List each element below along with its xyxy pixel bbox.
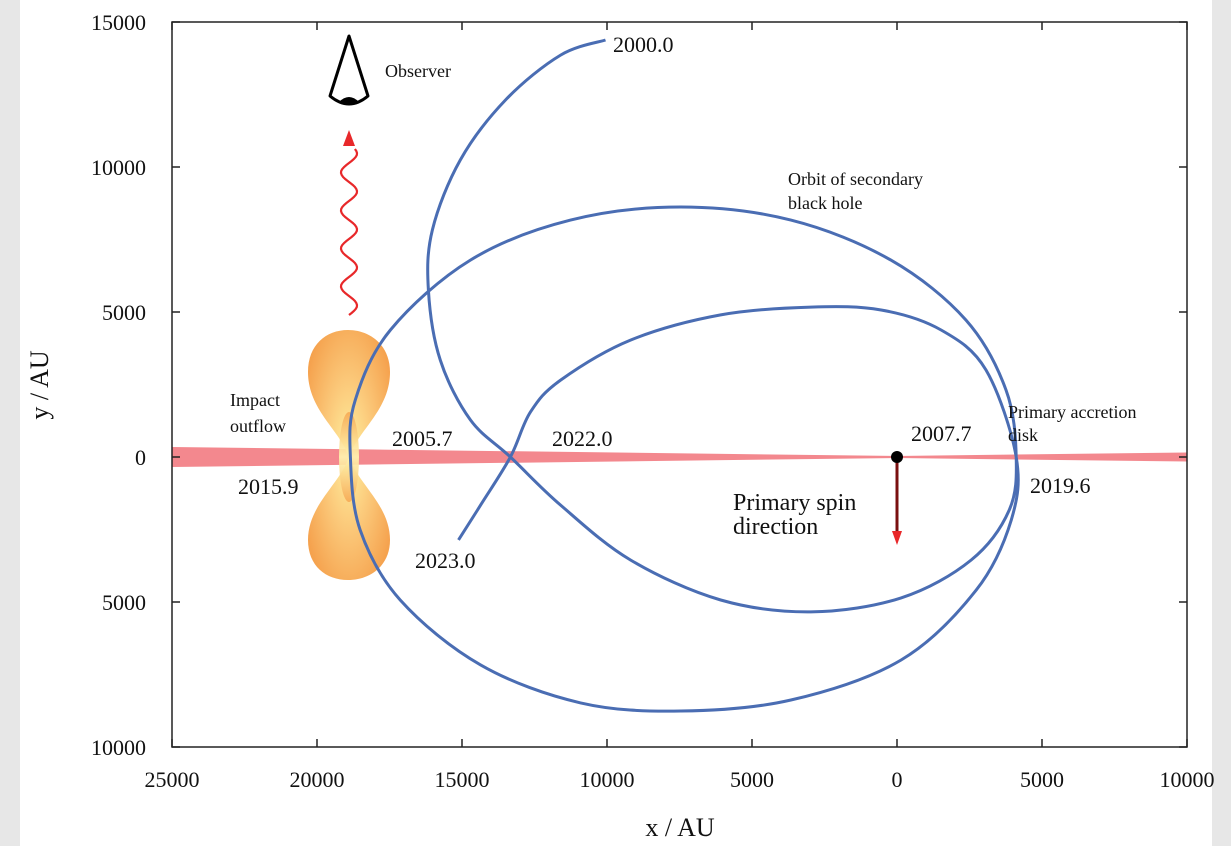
x-tick-label: 5000	[1020, 767, 1064, 792]
x-axis-label: x / AU	[645, 813, 715, 842]
y-axis-label: y / AU	[25, 350, 54, 420]
annotation: Primary accretion	[1008, 402, 1136, 422]
annotation: direction	[733, 514, 818, 540]
x-tick-label: 15000	[435, 767, 490, 792]
x-tick-label: 0	[892, 767, 903, 792]
y-tick-label: 5000	[102, 300, 146, 325]
y-tick-label: 10000	[91, 735, 146, 760]
photon-arrowhead	[343, 130, 355, 146]
annotation: disk	[1008, 425, 1038, 445]
y-tick-label: 0	[135, 445, 146, 470]
annotation: Primary spin	[733, 490, 856, 516]
accretion-disk	[896, 452, 1187, 462]
orbit-line	[348, 38, 1020, 713]
annotation: 2005.7	[392, 426, 453, 451]
annotation: Observer	[385, 61, 451, 81]
x-tick-label: 5000	[730, 767, 774, 792]
annotation: 2019.6	[1030, 473, 1091, 498]
x-tick-label: 25000	[145, 767, 200, 792]
annotation: Orbit of secondary	[788, 169, 923, 189]
annotation: 2022.0	[552, 426, 613, 451]
plot-area: 25000 20000 15000 10000 5000 0 5000 10000 15000 1…	[91, 10, 1215, 792]
annotation: 2015.9	[238, 474, 299, 499]
annotation: 2023.0	[415, 548, 476, 573]
annotation: outflow	[230, 416, 286, 436]
figure-background	[20, 0, 1212, 846]
y-tick-label: 10000	[91, 155, 146, 180]
annotation: Impact	[230, 390, 280, 410]
y-tick-label: 5000	[102, 590, 146, 615]
annotation: 2000.0	[613, 32, 674, 57]
x-tick-label: 20000	[290, 767, 345, 792]
annotation: black hole	[788, 193, 862, 213]
y-tick-label: 15000	[91, 10, 146, 35]
x-tick-label: 10000	[580, 767, 635, 792]
observer-pupil	[339, 97, 359, 105]
x-tick-label: 10000	[1160, 767, 1215, 792]
plot-frame	[171, 21, 1188, 748]
photon-arrow	[339, 148, 359, 316]
primary-black-hole	[891, 451, 903, 463]
spin-arrowhead	[892, 531, 902, 545]
annotation: 2007.7	[911, 421, 972, 446]
